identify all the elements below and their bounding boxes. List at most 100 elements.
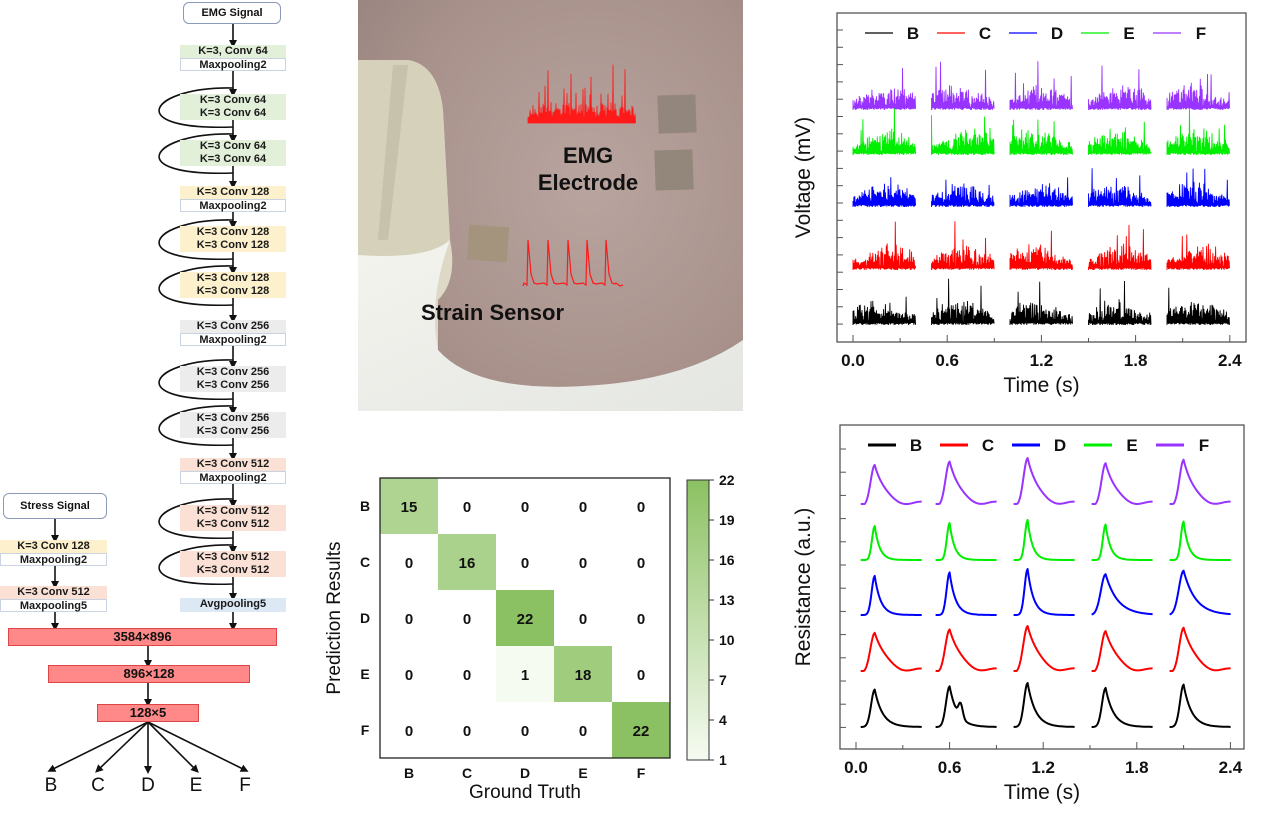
- emg-voltage-chart: 0.0 0.6 1.2 1.8 2.4 Time (s) Voltage (mV) B C D E F: [780, 0, 1270, 410]
- x-tick-label: C: [462, 765, 472, 781]
- residual-skip-connection: [158, 544, 234, 585]
- residual-skip-connection: [158, 405, 234, 446]
- network-connectors: [47, 24, 249, 774]
- strain-trace-e: [1091, 523, 1153, 561]
- conv-layer: K=3 Conv 64: [180, 153, 286, 166]
- cell-value: 0: [405, 667, 413, 684]
- cell-value: 0: [405, 723, 413, 740]
- colorbar-tick-label: 16: [719, 552, 735, 568]
- x-tick-label: 1.2: [1030, 351, 1054, 370]
- conv-layer: K=3 Conv 256: [180, 366, 286, 379]
- x-tick-label: 0.6: [938, 758, 962, 777]
- strain-trace-c: [860, 631, 922, 672]
- conv-layer: K=3 Conv 512: [0, 586, 107, 599]
- emg-trace-d: [1166, 168, 1230, 208]
- x-axis-label: Ground Truth: [469, 782, 581, 803]
- emg-trace-e: [1009, 119, 1073, 156]
- y-tick-label: E: [360, 666, 369, 682]
- strain-trace-b: [935, 685, 997, 728]
- cell-value: 0: [637, 611, 645, 628]
- conv-layer: K=3 Conv 128: [180, 226, 286, 239]
- strain-signal-trace: [522, 239, 624, 287]
- x-tick-label: 0.0: [844, 758, 868, 777]
- conv-layer: K=3 Conv 128: [180, 285, 286, 298]
- x-tick-label: B: [404, 765, 414, 781]
- conv-layer: K=3 Conv 512: [180, 564, 286, 577]
- y-tick-label: B: [360, 498, 370, 514]
- strain-trace-f: [1013, 457, 1075, 505]
- conv-layer: K=3 Conv 256: [180, 425, 286, 438]
- maxpooling-layer: Maxpooling2: [180, 471, 286, 484]
- emg-trace-d: [931, 179, 995, 208]
- confusion-matrix-svg: 15 0 0 0 0 0 16 0 0 0 0 0 22 0 0 0 0 1 18 0 0 0 0 0 22 B C D E F B C D E F…: [324, 472, 735, 803]
- cell-value: 0: [579, 611, 587, 628]
- strain-sensor-label: Strain Sensor: [421, 300, 565, 325]
- emg-signal-input: EMG Signal: [183, 2, 281, 24]
- voltage-chart-svg: 0.0 0.6 1.2 1.8 2.4 Time (s) Voltage (mV) B C D E F: [792, 12, 1247, 397]
- conv-layer: K=3 Conv 64: [180, 107, 286, 120]
- strain-trace-b: [1013, 682, 1075, 728]
- conv-layer: K=3 Conv 64: [180, 140, 286, 153]
- output-class-f: F: [239, 775, 251, 796]
- strain-trace-d: [1091, 573, 1153, 616]
- x-axis-label: Time (s): [1003, 374, 1079, 397]
- legend-label-c: C: [982, 436, 994, 455]
- cell-value: 16: [459, 555, 476, 572]
- legend-label-e: E: [1123, 24, 1134, 43]
- legend-label-f: F: [1199, 436, 1209, 455]
- cell-value: 0: [405, 611, 413, 628]
- output-arrow: [95, 721, 149, 773]
- emg-trace-b: [931, 278, 995, 326]
- emg-trace-f: [931, 61, 995, 111]
- conv-layer: K=3 Conv 64: [180, 94, 286, 107]
- output-arrow: [147, 721, 249, 772]
- strain-trace-b: [1169, 683, 1231, 728]
- x-tick-label: 2.4: [1219, 758, 1243, 777]
- strain-trace-f: [860, 463, 922, 505]
- matrix-cell: [612, 702, 670, 758]
- conv-layer: K=3 Conv 512: [180, 518, 286, 531]
- emg-trace-e: [852, 103, 917, 155]
- output-class-b: B: [44, 775, 58, 796]
- colorbar-tick-label: 13: [719, 592, 735, 608]
- output-class-c: C: [91, 775, 105, 796]
- strain-trace-e: [935, 522, 997, 561]
- emg-electrode-top: [657, 94, 697, 134]
- emg-trace-c: [931, 221, 995, 271]
- cell-value: 0: [521, 723, 529, 740]
- output-arrow: [47, 721, 149, 772]
- emg-trace-c: [852, 221, 917, 271]
- matrix-cell: [496, 590, 554, 646]
- colorbar-tick-label: 22: [719, 472, 735, 488]
- colorbar-tick-label: 7: [719, 672, 727, 688]
- emg-trace-e: [931, 115, 995, 156]
- emg-trace-d: [1009, 177, 1073, 208]
- x-tick-label: D: [520, 765, 530, 781]
- y-axis-label: Voltage (mV): [792, 117, 815, 238]
- conv-layer: K=3 Conv 512: [180, 551, 286, 564]
- x-axis-label: Time (s): [1004, 781, 1080, 804]
- strain-trace-e: [1013, 519, 1075, 561]
- legend-label-f: F: [1196, 24, 1206, 43]
- conv-layer: K=3 Conv 256: [180, 320, 286, 333]
- matrix-cell: [380, 478, 438, 534]
- white-collar: [358, 240, 743, 411]
- resistance-chart-svg: 0.0 0.6 1.2 1.8 2.4 Time (s) Resistance (a.u.)…: [792, 424, 1245, 804]
- emg-trace-c: [1166, 234, 1230, 271]
- colorbar-tick-label: 1: [719, 752, 727, 768]
- emg-signal-trace: [527, 64, 636, 124]
- y-axis-label: Resistance (a.u.): [792, 508, 815, 667]
- cell-value: 0: [637, 555, 645, 572]
- fc-layer: 896×128: [48, 665, 250, 683]
- strain-trace-f: [935, 460, 997, 505]
- residual-skip-connection: [158, 133, 234, 174]
- cell-value: 0: [463, 499, 471, 516]
- matrix-cell: [554, 646, 612, 702]
- emg-electrode-bottom: [654, 149, 694, 191]
- cell-value: 0: [579, 555, 587, 572]
- plot-frame: [839, 424, 1245, 750]
- cell-value: 15: [401, 499, 418, 516]
- maxpooling-layer: Maxpooling2: [180, 58, 286, 71]
- emg-trace-f: [1009, 61, 1073, 111]
- conv-layer: K=3 Conv 256: [180, 379, 286, 392]
